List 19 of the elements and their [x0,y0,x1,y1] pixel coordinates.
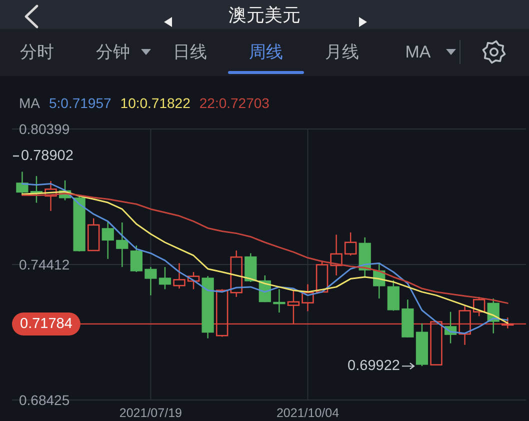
annotation: 0.69922 [348,358,400,374]
tab-label: MA [405,42,431,62]
title: 澳元美元 [228,5,300,25]
x-tick-label: 2021/07/19 [119,406,182,420]
tab-label: 月线 [325,42,359,62]
annotation: 0.78902 [21,148,74,164]
tab-label: 日线 [173,42,207,62]
legend-label: MA [19,95,40,111]
tab-label: 分钟 [96,42,130,62]
y-tick-label: 0.74412 [19,256,70,272]
tab-label: 分时 [20,42,54,62]
legend-label: 5:0.71957 [49,95,112,111]
x-tick-label: 2021/10/04 [276,406,340,420]
ref-line-label: 0.71784 [20,316,72,332]
legend-label: 22:0.72703 [199,95,270,111]
legend-label: 10:0.71822 [120,95,190,111]
tab-label: 周线 [249,42,283,62]
y-tick-label: 0.68425 [19,392,70,408]
y-tick-label: 0.80399 [19,121,70,137]
